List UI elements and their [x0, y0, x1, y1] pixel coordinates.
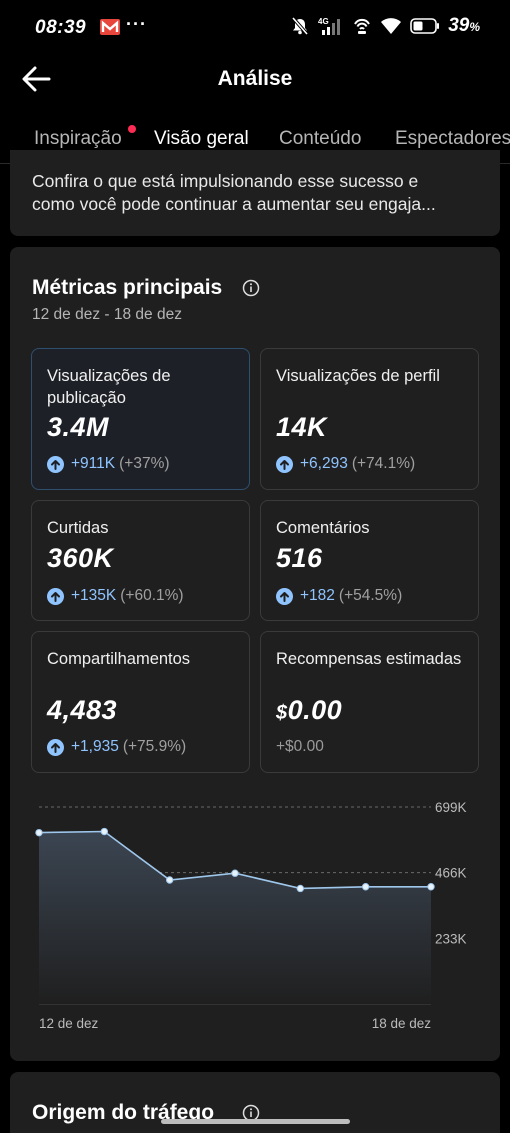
tab-visao-geral[interactable]: Visão geral — [154, 128, 249, 149]
wifi-icon — [381, 18, 402, 34]
chart-area — [39, 831, 431, 1004]
metric-value: $0.00 — [276, 695, 343, 725]
tab-conteudo[interactable]: Conteúdo — [279, 128, 362, 149]
chart-point-1[interactable] — [100, 827, 109, 836]
chart-point-0[interactable] — [35, 828, 43, 837]
battery-percent: 39% — [448, 15, 480, 36]
metric-tile-profile-views[interactable]: Visualizações de perfil 14K +6,293 (+74.1… — [260, 348, 479, 490]
battery-icon — [410, 18, 440, 34]
tab-espectadores[interactable]: Espectadores — [395, 128, 510, 149]
traffic-source-title: Origem do tráfego — [32, 1101, 215, 1124]
metric-label: Visualizações de perfil — [276, 367, 440, 385]
metric-label: Curtidas — [47, 519, 109, 537]
insight-text: Confira o que está impulsionando esse su… — [32, 171, 436, 214]
insight-card[interactable]: Confira o que está impulsionando esse su… — [10, 150, 500, 236]
status-more-notifications: ··· — [126, 14, 147, 34]
metric-label: Compartilhamentos — [47, 650, 191, 668]
metric-tile-likes[interactable]: Curtidas 360K +135K (+60.1%) — [31, 500, 250, 621]
chart-point-3[interactable] — [231, 869, 239, 877]
y-tick-label: 466K — [435, 866, 467, 881]
metric-tile-post-views[interactable]: Visualizações de publicação 3.4M +911K (+… — [31, 348, 250, 490]
y-tick-label: 699K — [435, 800, 467, 815]
svg-text:4G: 4G — [318, 17, 329, 26]
status-bar: 08:39 ··· 4G — [0, 0, 510, 56]
arrow-up-circle-icon — [276, 455, 293, 473]
chart-point-2[interactable] — [165, 876, 174, 884]
metric-tile-shares[interactable]: Compartilhamentos 4,483 +1,935 (+75.9%) — [31, 631, 250, 773]
tab-bar: Inspiração Visão geral Conteúdo Espectad… — [0, 118, 510, 164]
arrow-up-circle-icon — [47, 455, 64, 473]
x-tick-label: 12 de dez — [39, 1016, 99, 1031]
metric-change: +135K (+60.1%) — [47, 587, 184, 605]
cell-signal-icon: 4G — [318, 17, 341, 35]
arrow-up-circle-icon — [276, 587, 293, 605]
metric-value: 360K — [47, 543, 114, 573]
chart-point-6[interactable] — [427, 883, 435, 891]
tab-inspiracao[interactable]: Inspiração — [34, 128, 122, 149]
info-icon[interactable] — [242, 279, 260, 297]
arrow-up-circle-icon — [47, 587, 64, 605]
metric-value: 14K — [276, 412, 328, 442]
back-arrow-icon[interactable] — [20, 62, 54, 96]
y-tick-label: 233K — [435, 931, 467, 946]
metric-value: 516 — [276, 543, 323, 573]
hotspot-icon — [354, 18, 371, 34]
metric-change: +182 (+54.5%) — [276, 587, 402, 605]
mute-bell-icon — [291, 16, 309, 36]
metric-tile-comments[interactable]: Comentários 516 +182 (+54.5%) — [260, 500, 479, 621]
metric-change: +$0.00 — [276, 738, 324, 755]
metric-label: Recompensas estimadas — [276, 650, 462, 668]
metric-value: 3.4M — [47, 412, 110, 442]
key-metrics-card: Métricas principais 12 de dez - 18 de de… — [10, 247, 500, 1061]
status-time: 08:39 — [35, 17, 87, 38]
metric-value: 4,483 — [47, 695, 118, 725]
metric-label: Comentários — [276, 519, 370, 537]
metrics-title: Métricas principais — [32, 276, 223, 299]
metric-change: +911K (+37%) — [47, 455, 170, 473]
metric-change: +1,935 (+75.9%) — [47, 738, 186, 756]
page-title: Análise — [217, 67, 293, 90]
app-bar: Análise — [0, 56, 510, 104]
x-tick-label: 18 de dez — [372, 1016, 432, 1031]
chart-point-5[interactable] — [361, 883, 370, 891]
metric-tile-estimated-rewards[interactable]: Recompensas estimadas $0.00 +$0.00 — [260, 631, 479, 773]
gmail-notification-icon — [100, 19, 120, 35]
metric-change: +6,293 (+74.1%) — [276, 455, 415, 473]
status-indicators: 4G 39% — [290, 15, 480, 37]
notification-dot — [128, 125, 136, 133]
post-views-chart[interactable]: 699K 466K 233K 12 de dez 18 de dez — [10, 787, 500, 1037]
arrow-up-circle-icon — [47, 738, 64, 756]
metric-label: Visualizações de publicação — [47, 367, 171, 407]
home-indicator[interactable] — [161, 1119, 350, 1124]
chart-point-4[interactable] — [296, 884, 305, 893]
date-range: 12 de dez - 18 de dez — [32, 306, 182, 323]
